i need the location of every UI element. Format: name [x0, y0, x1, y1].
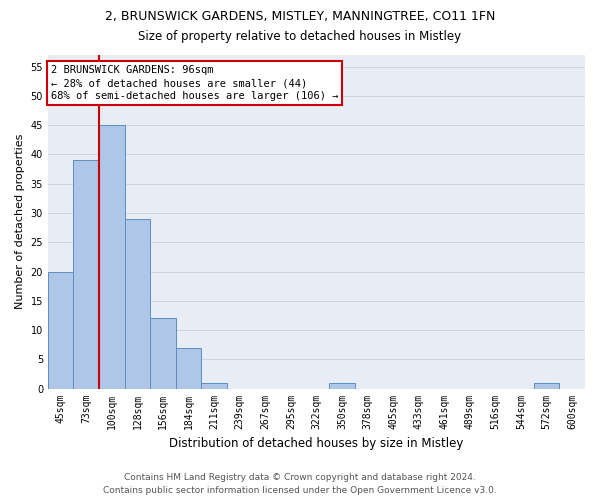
- Bar: [202, 382, 227, 388]
- Text: 2 BRUNSWICK GARDENS: 96sqm
← 28% of detached houses are smaller (44)
68% of semi: 2 BRUNSWICK GARDENS: 96sqm ← 28% of deta…: [50, 65, 338, 102]
- Bar: [125, 219, 150, 388]
- Bar: [534, 382, 559, 388]
- Text: 2, BRUNSWICK GARDENS, MISTLEY, MANNINGTREE, CO11 1FN: 2, BRUNSWICK GARDENS, MISTLEY, MANNINGTR…: [105, 10, 495, 23]
- Text: Contains HM Land Registry data © Crown copyright and database right 2024.
Contai: Contains HM Land Registry data © Crown c…: [103, 474, 497, 495]
- Y-axis label: Number of detached properties: Number of detached properties: [15, 134, 25, 310]
- Bar: [176, 348, 202, 389]
- X-axis label: Distribution of detached houses by size in Mistley: Distribution of detached houses by size …: [169, 437, 464, 450]
- Bar: [48, 272, 73, 388]
- Bar: [73, 160, 99, 388]
- Bar: [150, 318, 176, 388]
- Bar: [329, 382, 355, 388]
- Text: Size of property relative to detached houses in Mistley: Size of property relative to detached ho…: [139, 30, 461, 43]
- Bar: [99, 125, 125, 388]
